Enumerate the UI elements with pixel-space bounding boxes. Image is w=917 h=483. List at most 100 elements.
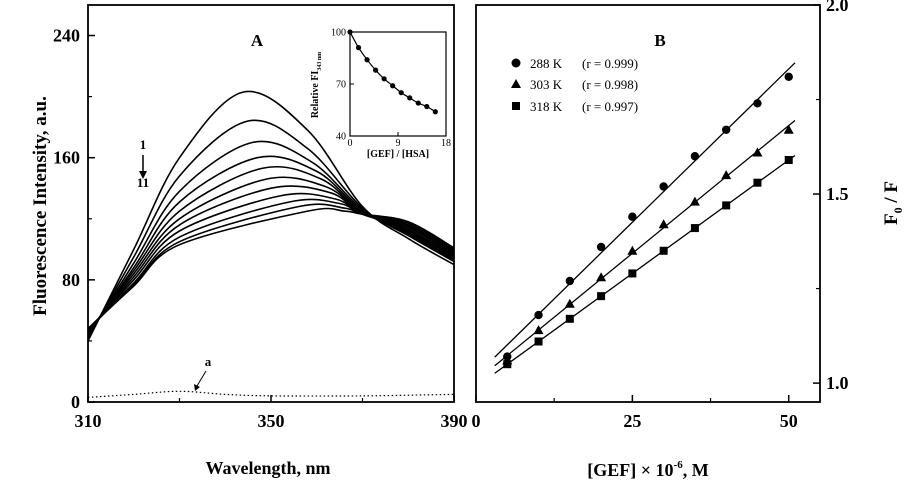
inset-point (407, 95, 413, 101)
panel-b-ylabel-main: F (881, 213, 902, 225)
inset-xtick-label: 18 (441, 138, 451, 149)
spectrum-curve-9 (87, 198, 455, 331)
dotted-curve-label: a (205, 354, 212, 369)
panel-b-ytick-label: 1.0 (826, 373, 849, 393)
inset-point (432, 109, 438, 115)
spectrum-curve-11 (87, 207, 455, 330)
legend-label-303k: 303 K (530, 77, 563, 92)
point-318k (628, 269, 637, 278)
legend-r-303k: (r = 0.998) (582, 77, 638, 92)
panel-b-ytick-label: 2.0 (826, 0, 849, 15)
panel-b-ylabel: F0 / F (881, 181, 905, 225)
point-318k (784, 156, 793, 165)
panel-b-plot: 0 25 50 1.0 1.5 2.0 (472, 0, 849, 431)
panel-b-ylabel-tail: / F (881, 181, 902, 207)
point-303k (596, 272, 607, 282)
fit-line-318k (494, 154, 796, 374)
legend-label-318k: 318 K (530, 99, 563, 114)
inset-point (364, 57, 370, 63)
inset-ytick-label: 70 (336, 80, 346, 91)
point-303k (533, 325, 544, 335)
panel-b-xtick-label: 0 (472, 411, 481, 431)
legend-r-318k: (r = 0.997) (582, 99, 638, 114)
panel-a-ylabel: Fluorescence Intensity, a.u. (30, 96, 51, 316)
point-318k (565, 314, 574, 323)
spectrum-curve-5 (87, 165, 455, 334)
arrow-a (196, 370, 207, 387)
inset-point (373, 67, 379, 73)
panel-a-label: A (251, 31, 264, 50)
legend-marker-288k (511, 58, 521, 68)
panel-b-ylabel-sub: 0 (891, 207, 905, 213)
inset-curve (349, 31, 436, 113)
legend-marker-318k (512, 102, 520, 110)
point-318k (659, 246, 668, 255)
point-288k (690, 152, 700, 161)
inset-point (415, 100, 421, 106)
arrow-1-to-11-head (139, 171, 147, 179)
panel-a-xlabel: Wavelength, nm (205, 458, 330, 478)
point-288k (596, 242, 606, 252)
fit-line-303k (494, 119, 796, 367)
point-288k (659, 182, 668, 191)
panel-b-xlabel: [GEF] × 10-6, M (587, 459, 708, 480)
arrow-label-top: 1 (140, 137, 147, 152)
inset-point (390, 83, 396, 89)
panel-b-xtick-label: 25 (623, 411, 641, 431)
panel-a-inset-plot: 0 9 18 40 70 100 (331, 28, 451, 150)
legend-marker-303k (511, 79, 521, 88)
point-318k (722, 201, 731, 210)
panel-b-xlabel-unit: , M (683, 460, 709, 480)
point-288k (628, 212, 637, 221)
inset-frame (349, 31, 447, 137)
spectrum-curve-2 (87, 119, 455, 339)
inset-ylabel-sub: 343 nm (317, 52, 323, 71)
spectrum-curve-3 (87, 140, 455, 337)
inset-ytick-label: 100 (331, 28, 346, 39)
point-318k (753, 178, 762, 187)
panel-b-ytick-label: 1.5 (826, 184, 849, 204)
inset-ylabel-main: Relative FI (310, 71, 321, 119)
panel-a-frame (87, 4, 455, 403)
arrow-label-bottom: 11 (137, 175, 149, 190)
point-303k (752, 147, 763, 157)
fit-line-288k (494, 62, 796, 358)
panel-b-xlabel-main: [GEF] × 10 (587, 460, 673, 480)
point-288k (565, 276, 575, 286)
inset-ytick-label: 40 (336, 132, 346, 143)
panel-a-plot: 310 350 390 0 80 160 240 (53, 26, 468, 431)
point-288k (534, 310, 543, 320)
point-303k (564, 298, 575, 308)
inset-point (355, 45, 362, 51)
panel-a-ytick-label: 240 (53, 26, 80, 46)
panel-a-xtick-label: 310 (75, 411, 102, 431)
panel-a-ytick-label: 160 (53, 148, 80, 168)
panel-b-label: B (654, 31, 665, 50)
point-318k (597, 292, 606, 301)
panel-a-xtick-label: 390 (441, 411, 468, 431)
point-288k (784, 72, 793, 82)
point-303k (689, 196, 700, 206)
legend-r-288k: (r = 0.999) (582, 56, 638, 71)
inset-xlabel: [GEF] / [HSA] (367, 149, 429, 160)
panel-b-xlabel-exp: -6 (674, 459, 684, 471)
panel-b-frame (475, 4, 821, 403)
point-303k (783, 124, 794, 134)
point-318k (503, 360, 512, 369)
spectrum-curve-7 (87, 185, 455, 333)
panel-b-legend: 288 K (r = 0.999) 303 K (r = 0.998) 318 … (511, 56, 638, 114)
spectrum-curve-8 (87, 192, 455, 331)
inset-ylabel: Relative FI343 nm (310, 52, 323, 118)
spectrum-curve-6 (87, 176, 455, 333)
point-318k (534, 337, 543, 346)
point-303k (721, 170, 732, 180)
panel-b-xtick-label: 50 (780, 411, 798, 431)
inset-point (381, 76, 387, 82)
point-288k (721, 125, 731, 134)
legend-label-288k: 288 K (530, 56, 563, 71)
point-303k (658, 219, 669, 229)
spectrum-curve-10 (87, 203, 455, 330)
inset-point (347, 29, 353, 35)
inset-point (424, 103, 430, 110)
